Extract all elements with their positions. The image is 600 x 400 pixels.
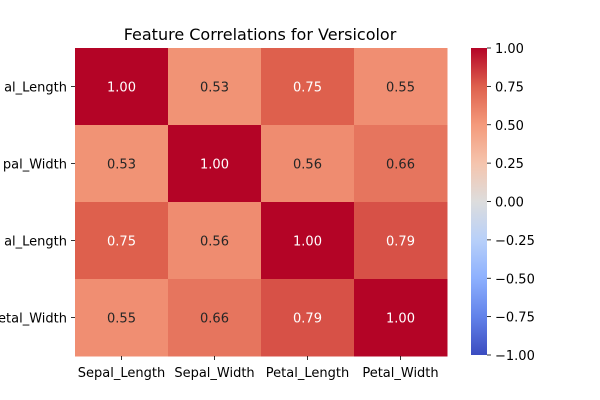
y-tick-label: pal_Width <box>3 158 67 173</box>
heatmap-cell <box>168 48 262 126</box>
colorbar-tick-label: −0.75 <box>495 311 535 326</box>
heatmap-cell <box>75 125 169 203</box>
heatmap-cell <box>261 125 355 203</box>
x-tick-label: Petal_Width <box>362 366 438 381</box>
heatmap-cell <box>261 202 355 280</box>
cell-value-label: 1.00 <box>386 312 415 327</box>
cell-value-label: 0.66 <box>386 158 415 173</box>
heatmap-cells <box>75 48 448 357</box>
heatmap-cell <box>75 48 169 126</box>
colorbar-tick-label: −0.50 <box>495 272 535 287</box>
x-tick-label: Sepal_Length <box>78 366 165 381</box>
heatmap-cell <box>168 279 262 357</box>
cell-value-label: 0.75 <box>293 81 322 96</box>
cell-value-label: 1.00 <box>107 81 136 96</box>
colorbar-tick-label: 0.25 <box>495 157 524 172</box>
colorbar <box>471 48 487 355</box>
heatmap-cell <box>354 125 448 203</box>
y-tick-label: etal_Width <box>0 312 67 327</box>
heatmap-cell <box>168 202 262 280</box>
x-tick-label: Petal_Length <box>266 366 349 381</box>
cell-value-label: 0.66 <box>200 312 229 327</box>
x-tick-label: Sepal_Width <box>174 366 254 381</box>
cell-value-label: 0.53 <box>107 158 136 173</box>
colorbar-tick-label: 0.50 <box>495 119 524 134</box>
heatmap-cell <box>261 48 355 126</box>
cell-value-label: 0.56 <box>200 235 229 250</box>
cell-value-label: 0.79 <box>293 312 322 327</box>
colorbar-tick-label: 0.00 <box>495 196 524 211</box>
chart-title: Feature Correlations for Versicolor <box>124 25 397 44</box>
cell-value-label: 1.00 <box>293 235 322 250</box>
cell-value-label: 0.55 <box>386 81 415 96</box>
y-tick-label: al_Length <box>4 81 67 96</box>
heatmap-cell <box>168 125 262 203</box>
y-tick-label: al_Length <box>4 235 67 250</box>
cell-value-label: 0.55 <box>107 312 136 327</box>
heatmap-cell <box>354 279 448 357</box>
colorbar-tick-label: −1.00 <box>495 349 535 364</box>
cell-value-label: 0.75 <box>107 235 136 250</box>
heatmap-cell <box>261 279 355 357</box>
heatmap-cell <box>354 48 448 126</box>
heatmap-cell <box>75 279 169 357</box>
cell-value-label: 0.79 <box>386 235 415 250</box>
colorbar-tick-label: 1.00 <box>495 42 524 57</box>
cell-value-label: 0.53 <box>200 81 229 96</box>
x-axis-ticks: Sepal_Length Sepal_Width Petal_Length Petal… <box>78 356 439 381</box>
heatmap-value-labels: 1.00 0.53 0.75 0.55 0.53 1.00 0.56 0.66 0.75 0.56… <box>107 81 415 327</box>
colorbar-ticks: 1.00 0.75 0.50 0.25 0.00 −0.25 −0.50 −0.75 −1.00 <box>487 42 535 364</box>
y-axis-ticks: al_Length pal_Width al_Length etal_Width <box>0 81 75 327</box>
cell-value-label: 1.00 <box>200 158 229 173</box>
heatmap-cell <box>75 202 169 280</box>
colorbar-tick-label: 0.75 <box>495 80 524 95</box>
cell-value-label: 0.56 <box>293 158 322 173</box>
colorbar-tick-label: −0.25 <box>495 234 535 249</box>
heatmap-cell <box>354 202 448 280</box>
